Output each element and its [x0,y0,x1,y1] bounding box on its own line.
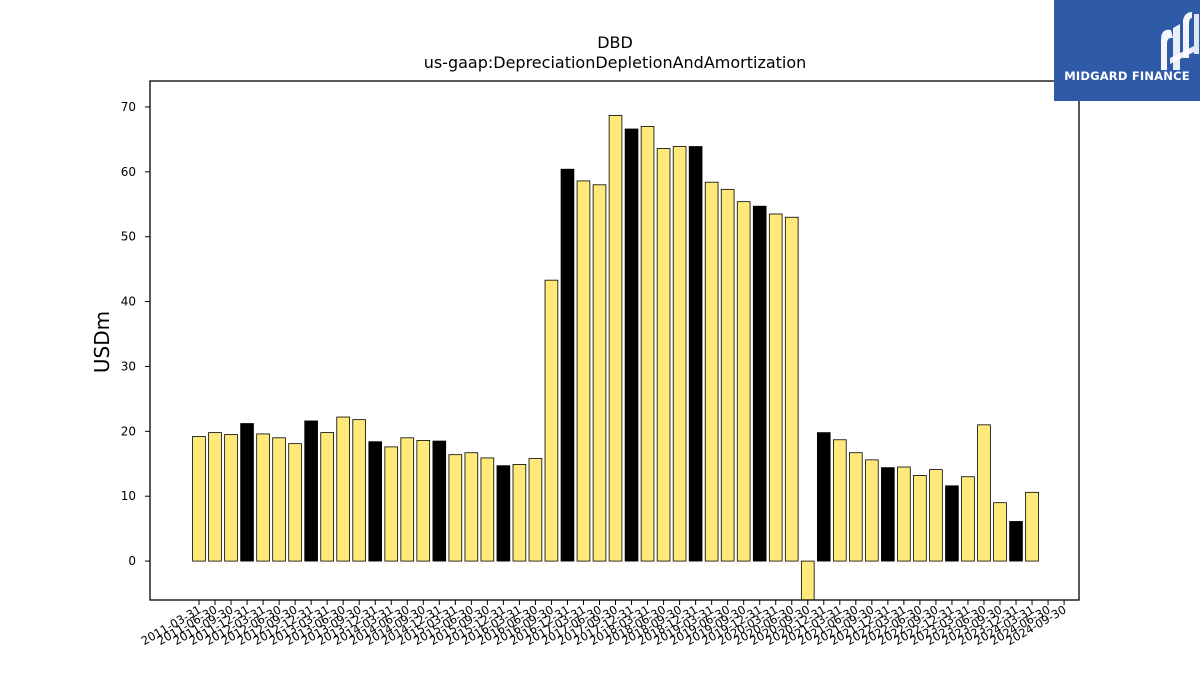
bar [288,443,302,562]
bar [881,467,895,562]
y-tick-label: 70 [121,100,136,114]
bar [208,432,222,562]
bar [1009,521,1023,562]
bar [865,459,879,562]
y-tick-label: 50 [121,230,136,244]
bar [929,469,943,562]
bar [608,114,623,562]
y-tick-label: 60 [121,165,136,179]
bar [368,441,383,562]
bar [720,188,735,562]
bar [240,423,254,562]
plot-frame [149,80,1080,601]
chart-subtitle: us-gaap:DepreciationDepletionAndAmortiza… [424,53,807,72]
y-tick-label: 20 [121,424,136,438]
bar [496,465,511,562]
bar [993,502,1007,562]
bar [816,432,831,562]
bar [1025,491,1039,562]
y-axis-label: USDm [90,311,114,373]
bar [352,419,366,562]
bar [416,440,431,562]
bar [736,201,751,562]
y-tick-label: 30 [121,359,136,373]
bar [961,476,975,562]
bar [913,475,927,562]
bar [945,485,959,562]
bar [833,439,847,562]
bar [560,168,575,562]
bar [432,440,447,562]
bars-group [192,114,1039,601]
y-tick-label: 0 [128,554,136,568]
bar [800,560,815,601]
bar [624,128,639,562]
bar [384,446,399,562]
bar [336,416,350,562]
bar [480,457,495,562]
bar [304,420,318,562]
bar [272,437,286,562]
bar [576,180,591,562]
bar [640,126,655,562]
bar [656,148,671,562]
bar [688,146,703,562]
chart-title: DBD [597,33,633,52]
bar [400,437,415,562]
bar [320,432,334,562]
bar [672,146,687,562]
bar [849,452,863,562]
brand-logo: MIDGARD FINANCE [1054,0,1200,101]
bar [544,279,559,562]
x-axis-ticks: 2011-03-312011-06-302011-09-302011-12-31… [139,600,1069,648]
bar [592,184,607,562]
bar [512,464,527,562]
midgard-logo-icon [1161,12,1199,70]
y-tick-label: 10 [121,489,136,503]
bar [224,434,238,562]
y-axis-ticks: 0 10 20 30 40 50 60 70 [121,100,150,568]
bar [768,213,783,562]
bar [256,433,270,562]
bar [192,436,206,562]
bar [784,216,799,562]
y-tick-label: 40 [121,295,136,309]
bar [752,205,767,562]
bar [977,424,991,562]
bar [464,452,479,562]
bar [528,458,543,562]
bar [704,181,719,562]
bar [448,454,463,562]
bar [897,466,911,562]
logo-text: MIDGARD FINANCE [1064,69,1190,83]
